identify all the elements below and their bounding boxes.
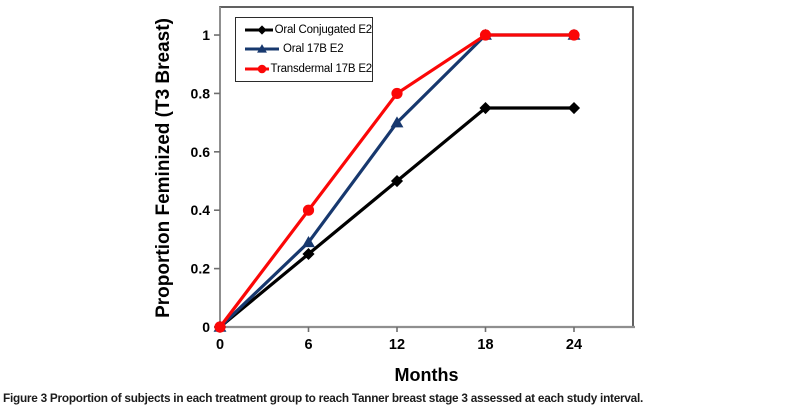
y-axis-title: Proportion Feminized (T3 Breast) xyxy=(153,18,174,318)
x-tick-label: 18 xyxy=(477,337,493,353)
y-tick-label: 0 xyxy=(202,319,210,335)
x-axis-title: Months xyxy=(394,365,459,385)
legend-diamond-marker-icon xyxy=(245,25,273,35)
legend-item-transdermal-17b-e2: Transdermal 17B E2 xyxy=(243,62,372,76)
legend-item-oral-17b-e2: Oral 17B E2 xyxy=(243,42,372,56)
legend-triangle-marker-icon xyxy=(245,44,279,54)
data-point-circle-icon xyxy=(391,87,403,100)
data-point-triangle-icon xyxy=(390,116,404,128)
legend-marker-icon xyxy=(257,64,267,74)
data-point-circle-icon xyxy=(214,321,226,333)
data-point-triangle-icon xyxy=(302,236,315,248)
y-tick-label: 1 xyxy=(202,27,210,43)
y-tick-label: 0.8 xyxy=(191,85,211,101)
data-point-circle-icon xyxy=(479,29,492,41)
data-point-circle-icon xyxy=(302,204,315,216)
x-tick-label: 24 xyxy=(566,337,582,353)
series-line xyxy=(218,106,574,329)
data-point-diamond-icon xyxy=(302,247,315,261)
data-point-diamond-icon xyxy=(567,101,581,115)
legend-marker-icon xyxy=(257,44,267,54)
x-tick-label: 12 xyxy=(389,337,405,353)
figure-caption-number: Figure 3 xyxy=(3,391,47,405)
legend-marker-icon xyxy=(257,25,267,35)
legend-item-oral-conjugated-e2: Oral Conjugated E2 xyxy=(243,23,372,37)
y-tick-label: 0.6 xyxy=(191,144,211,160)
legend-label: Oral Conjugated E2 xyxy=(274,23,373,36)
line-chart: 0 0.2 0.4 0.6 0.8 1 0 6 12 18 24 xyxy=(191,6,635,353)
x-tick-label: 6 xyxy=(304,337,312,353)
data-point-diamond-icon xyxy=(390,174,404,188)
y-tick-label: 0.2 xyxy=(191,261,211,277)
legend-label: Oral 17B E2 xyxy=(283,43,344,56)
data-point-circle-icon xyxy=(568,29,580,41)
figure-caption: Figure 3 Proportion of subjects in each … xyxy=(3,391,795,405)
figure-caption-text: Proportion of subjects in each treatment… xyxy=(49,391,644,405)
legend-label: Transdermal 17B E2 xyxy=(270,63,373,76)
data-point-diamond-icon xyxy=(479,101,492,115)
x-tick-label: 0 xyxy=(216,337,224,353)
y-tick-label: 0.4 xyxy=(191,202,211,218)
chart-legend: Oral Conjugated E2 Oral 17B E2 Transderm… xyxy=(235,17,373,82)
legend-circle-marker-icon xyxy=(245,64,269,74)
